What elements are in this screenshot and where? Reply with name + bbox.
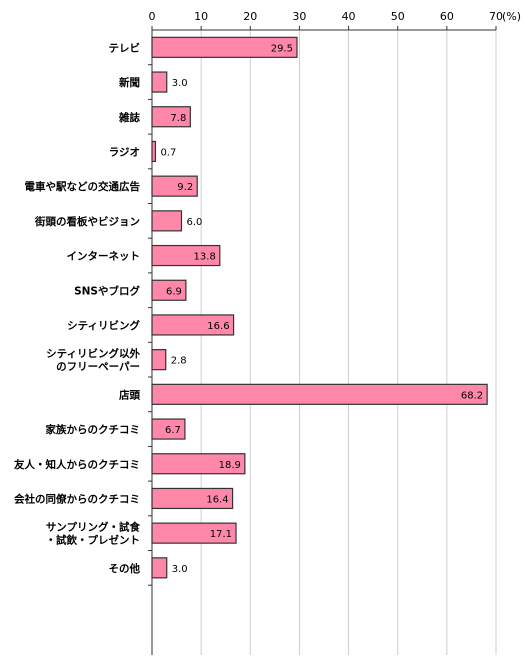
category-label: 新聞 <box>119 76 140 89</box>
value-label: 7.8 <box>170 113 186 124</box>
category-label: ラジオ <box>109 146 140 158</box>
tick-label: 70 <box>489 10 503 23</box>
category-label: シティリビング以外 <box>46 347 140 360</box>
bars <box>151 36 488 579</box>
value-labels: 29.5 3.0 7.8 0.7 9.2 6.0 13.8 6.9 16.6 2.8 68.2 6.7… <box>160 43 483 575</box>
bar <box>151 383 488 405</box>
category-label: 友人・知人からのクチコミ <box>13 458 140 471</box>
category-label: 店頭 <box>118 388 140 401</box>
category-label: 電車や駅などの交通広告 <box>25 180 141 193</box>
category-label: その他 <box>109 562 141 575</box>
bar <box>151 140 157 163</box>
value-label: 3.0 <box>172 78 188 89</box>
value-label: 3.0 <box>172 564 188 575</box>
tick-label: 40 <box>342 10 356 23</box>
category-label: ・試飲・プレゼント <box>46 534 141 547</box>
tick-label: 50 <box>391 10 405 23</box>
value-label: 18.9 <box>219 460 241 471</box>
value-label: 68.2 <box>461 390 483 401</box>
value-label: 29.5 <box>271 43 293 54</box>
tick-label: 60 <box>440 10 454 23</box>
gridlines <box>151 30 497 655</box>
bar <box>151 210 183 232</box>
category-label: 雑誌 <box>118 111 140 124</box>
value-label: 2.8 <box>171 356 187 367</box>
bar <box>151 557 168 579</box>
value-label: 17.1 <box>210 529 232 540</box>
value-label: 6.9 <box>166 286 182 297</box>
bar <box>151 71 168 93</box>
category-label: 街頭の看板やビジョン <box>34 215 140 228</box>
category-label: のフリーペーパー <box>56 361 140 373</box>
unit-label: (%) <box>502 10 521 23</box>
tick-label: 10 <box>194 10 208 23</box>
value-label: 9.2 <box>177 182 193 193</box>
value-label: 13.8 <box>194 252 216 263</box>
category-label: シティリビング <box>67 319 140 332</box>
category-label: 家族からのクチコミ <box>46 423 141 436</box>
value-label: 6.7 <box>165 425 181 436</box>
category-label: SNSやブログ <box>74 284 140 297</box>
value-label: 0.7 <box>160 147 176 158</box>
category-label: インターネット <box>67 251 141 263</box>
category-label: サンプリング・試食 <box>46 521 141 534</box>
value-label: 16.4 <box>206 494 228 505</box>
category-label: 会社の同僚からのクチコミ <box>14 492 140 505</box>
tick-label: 0 <box>149 10 156 23</box>
tick-label: 30 <box>292 10 306 23</box>
value-label: 16.6 <box>207 321 229 332</box>
x-axis-ticks: 0 10 20 30 40 50 60 70 <box>148 10 503 586</box>
tick-label: 20 <box>243 10 257 23</box>
bar <box>151 349 167 371</box>
value-label: 6.0 <box>186 217 202 228</box>
category-label: テレビ <box>109 41 141 54</box>
